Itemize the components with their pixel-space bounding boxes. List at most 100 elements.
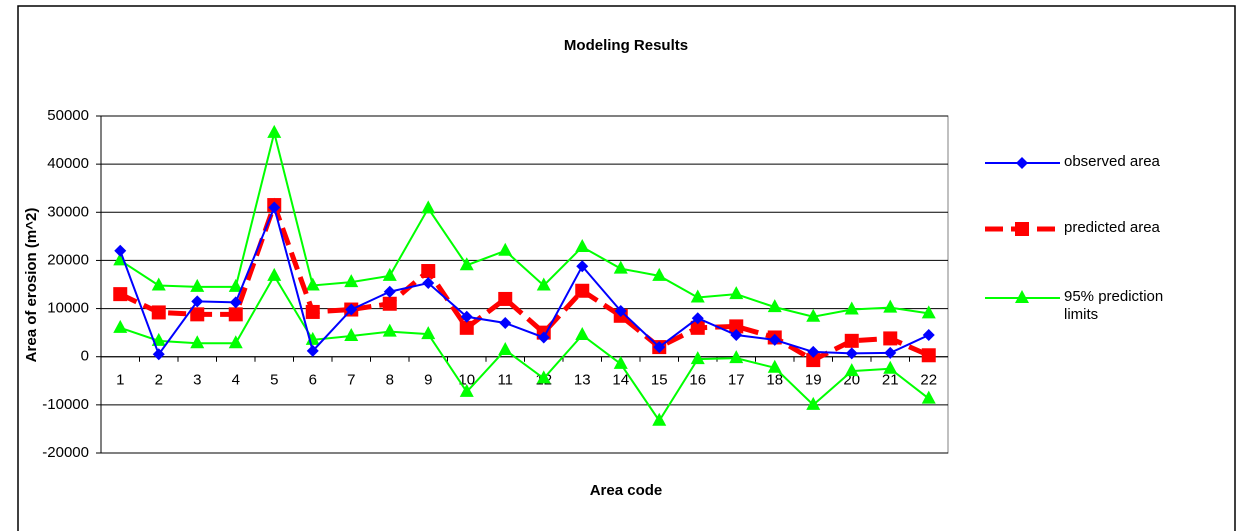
data-point bbox=[382, 296, 397, 311]
x-tick-label: 5 bbox=[270, 372, 278, 389]
data-point bbox=[152, 348, 165, 361]
x-tick-label: 9 bbox=[424, 372, 432, 389]
data-point bbox=[653, 341, 666, 354]
data-point bbox=[729, 350, 744, 364]
x-tick-label: 17 bbox=[728, 372, 745, 389]
data-point bbox=[922, 329, 935, 342]
x-tick-label: 18 bbox=[766, 372, 783, 389]
data-point bbox=[883, 331, 898, 346]
data-point bbox=[1015, 290, 1029, 303]
data-point bbox=[190, 335, 205, 349]
data-point bbox=[228, 307, 243, 322]
data-point bbox=[459, 320, 474, 335]
data-point bbox=[422, 277, 435, 290]
x-tick-label: 19 bbox=[805, 372, 822, 389]
data-point bbox=[768, 333, 781, 346]
x-tick-label: 21 bbox=[882, 372, 899, 389]
x-tick-label: 1 bbox=[116, 372, 124, 389]
series-line bbox=[119, 273, 930, 423]
data-point bbox=[229, 296, 242, 309]
data-point bbox=[460, 310, 473, 323]
data-point bbox=[114, 244, 127, 257]
data-point bbox=[382, 267, 397, 281]
data-point bbox=[382, 323, 397, 337]
legend-label: observed area bbox=[1064, 153, 1160, 170]
data-point bbox=[151, 277, 166, 291]
data-point bbox=[729, 286, 744, 300]
series-line bbox=[119, 132, 929, 318]
data-point bbox=[921, 305, 936, 319]
data-point bbox=[345, 303, 358, 316]
y-tick-label: 40000 bbox=[47, 155, 89, 172]
data-point bbox=[113, 319, 128, 333]
data-point bbox=[498, 291, 513, 306]
data-point bbox=[614, 304, 627, 317]
data-point bbox=[190, 307, 205, 322]
data-point bbox=[690, 351, 705, 365]
legend-label: 95% prediction limits bbox=[1064, 288, 1164, 323]
y-axis-title: Area of erosion (m^2) bbox=[23, 208, 40, 363]
x-tick-label: 13 bbox=[574, 372, 591, 389]
data-point bbox=[844, 301, 859, 315]
data-point bbox=[806, 308, 821, 322]
x-tick-label: 2 bbox=[155, 372, 163, 389]
data-point bbox=[844, 363, 859, 377]
data-point bbox=[268, 201, 281, 214]
data-point bbox=[652, 412, 667, 426]
chart-title: Modeling Results bbox=[564, 37, 688, 54]
data-point bbox=[1015, 222, 1029, 236]
y-tick-label: 30000 bbox=[47, 203, 89, 220]
x-tick-label: 14 bbox=[612, 372, 629, 389]
data-point bbox=[498, 242, 513, 256]
y-tick-label: -10000 bbox=[42, 396, 89, 413]
x-tick-label: 4 bbox=[232, 372, 240, 389]
data-point bbox=[884, 346, 897, 359]
data-point bbox=[537, 331, 550, 344]
data-point bbox=[228, 278, 243, 292]
x-tick-label: 8 bbox=[386, 372, 394, 389]
x-tick-label: 22 bbox=[920, 372, 937, 389]
data-point bbox=[845, 347, 858, 360]
data-point bbox=[575, 327, 590, 341]
data-point bbox=[883, 299, 898, 313]
data-point bbox=[575, 283, 590, 298]
data-point bbox=[459, 257, 474, 271]
legend-entry: 95% prediction limits bbox=[1064, 288, 1164, 323]
data-point bbox=[767, 359, 782, 373]
x-tick-label: 16 bbox=[689, 372, 706, 389]
data-point bbox=[730, 329, 743, 342]
data-point bbox=[576, 260, 589, 273]
data-point bbox=[191, 295, 204, 308]
y-tick-label: -20000 bbox=[42, 444, 89, 461]
data-point bbox=[344, 328, 359, 342]
data-point bbox=[613, 260, 628, 274]
data-point bbox=[767, 299, 782, 313]
data-point bbox=[536, 370, 551, 384]
data-point bbox=[421, 326, 436, 340]
data-point bbox=[498, 341, 513, 355]
data-point bbox=[575, 238, 590, 252]
data-point bbox=[844, 333, 859, 348]
data-point bbox=[267, 124, 282, 138]
data-point bbox=[305, 277, 320, 291]
data-point bbox=[421, 264, 436, 279]
data-point bbox=[228, 335, 243, 349]
data-point bbox=[690, 320, 705, 335]
legend-label: predicted area bbox=[1064, 219, 1160, 236]
y-tick-label: 0 bbox=[81, 348, 89, 365]
x-tick-label: 15 bbox=[651, 372, 668, 389]
data-point bbox=[459, 383, 474, 397]
legend-entry: predicted area bbox=[1064, 219, 1160, 236]
data-point bbox=[883, 360, 898, 374]
data-point bbox=[151, 305, 166, 320]
data-point bbox=[690, 289, 705, 303]
data-point bbox=[305, 304, 320, 319]
data-point bbox=[499, 317, 512, 330]
data-point bbox=[652, 267, 667, 281]
data-point bbox=[536, 277, 551, 291]
data-point bbox=[806, 396, 821, 410]
x-tick-label: 11 bbox=[497, 372, 513, 389]
data-point bbox=[190, 278, 205, 292]
data-point bbox=[267, 267, 282, 281]
